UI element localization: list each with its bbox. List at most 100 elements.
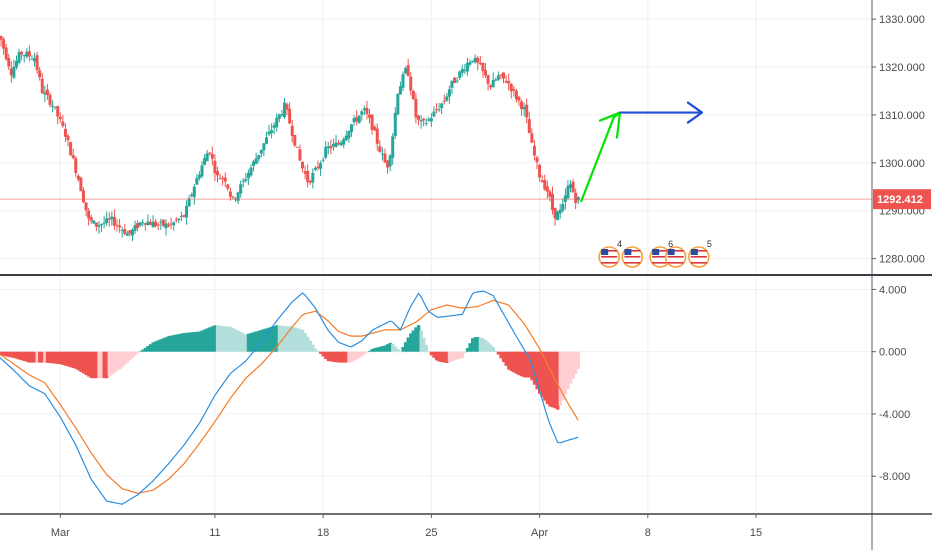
candle-body[interactable] — [27, 51, 31, 57]
candle-body[interactable] — [370, 114, 374, 130]
event-flag-icon[interactable]: 5 — [688, 239, 712, 268]
candle-body[interactable] — [427, 119, 431, 121]
candle-body[interactable] — [25, 51, 29, 57]
candle-body[interactable] — [576, 196, 580, 201]
candle-body[interactable] — [290, 125, 294, 136]
candle-body[interactable] — [331, 143, 335, 147]
candle-body[interactable] — [468, 61, 472, 65]
candle-body[interactable] — [453, 77, 457, 84]
candle-body[interactable] — [270, 130, 274, 134]
candle-body[interactable] — [465, 62, 469, 72]
candle-body[interactable] — [112, 216, 116, 226]
candle-body[interactable] — [411, 90, 415, 99]
macd-line[interactable] — [0, 290, 579, 505]
candle-body[interactable] — [197, 174, 201, 179]
candle-body[interactable] — [205, 153, 209, 162]
signal-line[interactable] — [0, 299, 579, 494]
candle-body[interactable] — [208, 152, 212, 154]
candle-body[interactable] — [48, 94, 52, 105]
candle-body[interactable] — [569, 184, 573, 189]
candle-body[interactable] — [53, 106, 57, 108]
candle-body[interactable] — [226, 184, 230, 189]
candle-body[interactable] — [71, 155, 75, 159]
candle-body[interactable] — [440, 103, 444, 109]
candle-body[interactable] — [342, 139, 346, 145]
candle-body[interactable] — [115, 224, 119, 226]
candle-body[interactable] — [267, 131, 271, 135]
candle-body[interactable] — [463, 69, 467, 71]
event-flag-icon[interactable]: 6 — [649, 239, 673, 268]
candle-body[interactable] — [210, 153, 214, 159]
candle-body[interactable] — [110, 216, 114, 220]
macd-pane[interactable] — [0, 290, 581, 505]
price-pane[interactable]: 4 6 5 — [0, 33, 872, 268]
candle-body[interactable] — [432, 111, 436, 117]
candle-body[interactable] — [154, 221, 158, 227]
candle-body[interactable] — [215, 171, 219, 176]
candle-body[interactable] — [566, 185, 570, 199]
candle-body[interactable] — [455, 80, 459, 82]
candle-body[interactable] — [450, 80, 454, 88]
candle-body[interactable] — [179, 215, 183, 217]
candle-body[interactable] — [133, 225, 137, 231]
candle-body[interactable] — [66, 135, 70, 141]
candle-body[interactable] — [128, 230, 132, 234]
candle-body[interactable] — [561, 203, 565, 211]
candle-body[interactable] — [373, 126, 377, 131]
candle-body[interactable] — [14, 60, 18, 68]
candle-body[interactable] — [398, 86, 402, 95]
candle-body[interactable] — [249, 167, 253, 176]
candle-body[interactable] — [311, 172, 315, 183]
candle-body[interactable] — [548, 191, 552, 197]
candle-body[interactable] — [422, 118, 426, 121]
candle-body[interactable] — [360, 111, 364, 115]
candle-body[interactable] — [357, 115, 361, 123]
candle-body[interactable] — [151, 221, 155, 228]
candle-body[interactable] — [489, 85, 493, 88]
candle-body[interactable] — [190, 194, 194, 196]
candle-body[interactable] — [375, 128, 379, 144]
candle-body[interactable] — [136, 223, 140, 229]
candle-body[interactable] — [339, 142, 343, 146]
candle-body[interactable] — [141, 222, 145, 224]
candle-body[interactable] — [442, 100, 446, 102]
candle-body[interactable] — [571, 181, 575, 193]
candle-body[interactable] — [316, 166, 320, 169]
candle-body[interactable] — [123, 229, 127, 234]
candle-body[interactable] — [164, 223, 168, 229]
candle-body[interactable] — [349, 124, 353, 133]
candle-body[interactable] — [236, 192, 240, 201]
candle-body[interactable] — [486, 75, 490, 84]
candle-body[interactable] — [56, 106, 60, 117]
candle-body[interactable] — [69, 142, 73, 156]
candle-body[interactable] — [512, 89, 516, 91]
candle-body[interactable] — [471, 60, 475, 62]
candle-body[interactable] — [20, 51, 24, 55]
candle-body[interactable] — [540, 180, 544, 183]
candle-body[interactable] — [437, 109, 441, 111]
candle-body[interactable] — [303, 171, 307, 174]
candle-body[interactable] — [347, 131, 351, 139]
candle-body[interactable] — [138, 222, 142, 226]
candle-body[interactable] — [365, 107, 369, 114]
candle-body[interactable] — [264, 137, 268, 144]
candle-body[interactable] — [84, 202, 88, 211]
candle-body[interactable] — [460, 68, 464, 73]
candle-body[interactable] — [89, 217, 93, 221]
candle-body[interactable] — [177, 218, 181, 221]
candle-body[interactable] — [496, 75, 500, 80]
candle-body[interactable] — [543, 179, 547, 190]
candle-body[interactable] — [324, 146, 328, 158]
candle-body[interactable] — [239, 184, 243, 194]
candle-body[interactable] — [476, 57, 480, 63]
candle-body[interactable] — [74, 158, 78, 174]
candle-body[interactable] — [424, 122, 428, 124]
candle-body[interactable] — [203, 158, 207, 165]
candle-body[interactable] — [473, 57, 477, 63]
candle-body[interactable] — [352, 118, 356, 123]
candle-body[interactable] — [298, 149, 302, 161]
candle-body[interactable] — [538, 164, 542, 178]
candle-body[interactable] — [244, 179, 248, 181]
candle-body[interactable] — [143, 223, 147, 225]
